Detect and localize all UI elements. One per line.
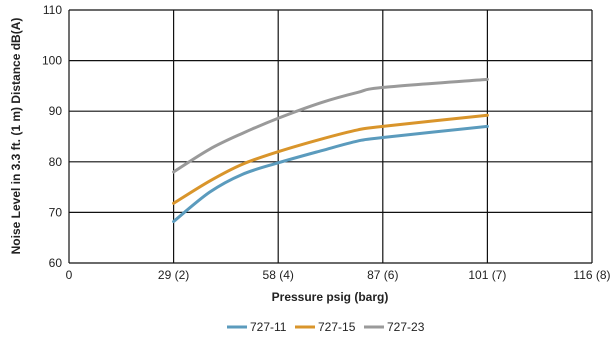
y-tick-label: 90 [49,104,63,118]
y-tick-label: 100 [42,54,62,68]
x-axis-title: Pressure psig (barg) [272,290,389,304]
series-lines [172,77,489,224]
x-tick-label: 0 [66,268,73,282]
series-line-727-11 [172,124,489,224]
legend-label: 727-11 [250,320,287,334]
y-tick-label: 60 [49,256,63,270]
series-line-727-15 [172,113,489,205]
y-tick-label: 110 [43,3,62,17]
x-tick-label: 87 (6) [367,268,398,282]
x-tick-label: 58 (4) [263,268,294,282]
y-tick-label: 70 [49,205,63,219]
x-tick-labels: 0 29 (2) 58 (4) 87 (6) 101 (7) 116 (8) [66,268,611,282]
legend-label: 727-15 [318,320,356,334]
series-line-727-23 [172,77,489,174]
y-tick-label: 80 [49,155,63,169]
y-tick-labels: 60 70 80 90 100 110 [42,3,62,270]
x-tick-label: 101 (7) [468,268,506,282]
grid-lines [68,9,593,264]
x-tick-label: 116 (8) [573,268,610,282]
legend: 727-11 727-15 727-23 [227,320,425,334]
y-axis-title: Noise Level in 3.3 ft. (1 m) Distance dB… [9,18,23,255]
x-tick-label: 29 (2) [158,268,189,282]
legend-label: 727-23 [387,320,425,334]
